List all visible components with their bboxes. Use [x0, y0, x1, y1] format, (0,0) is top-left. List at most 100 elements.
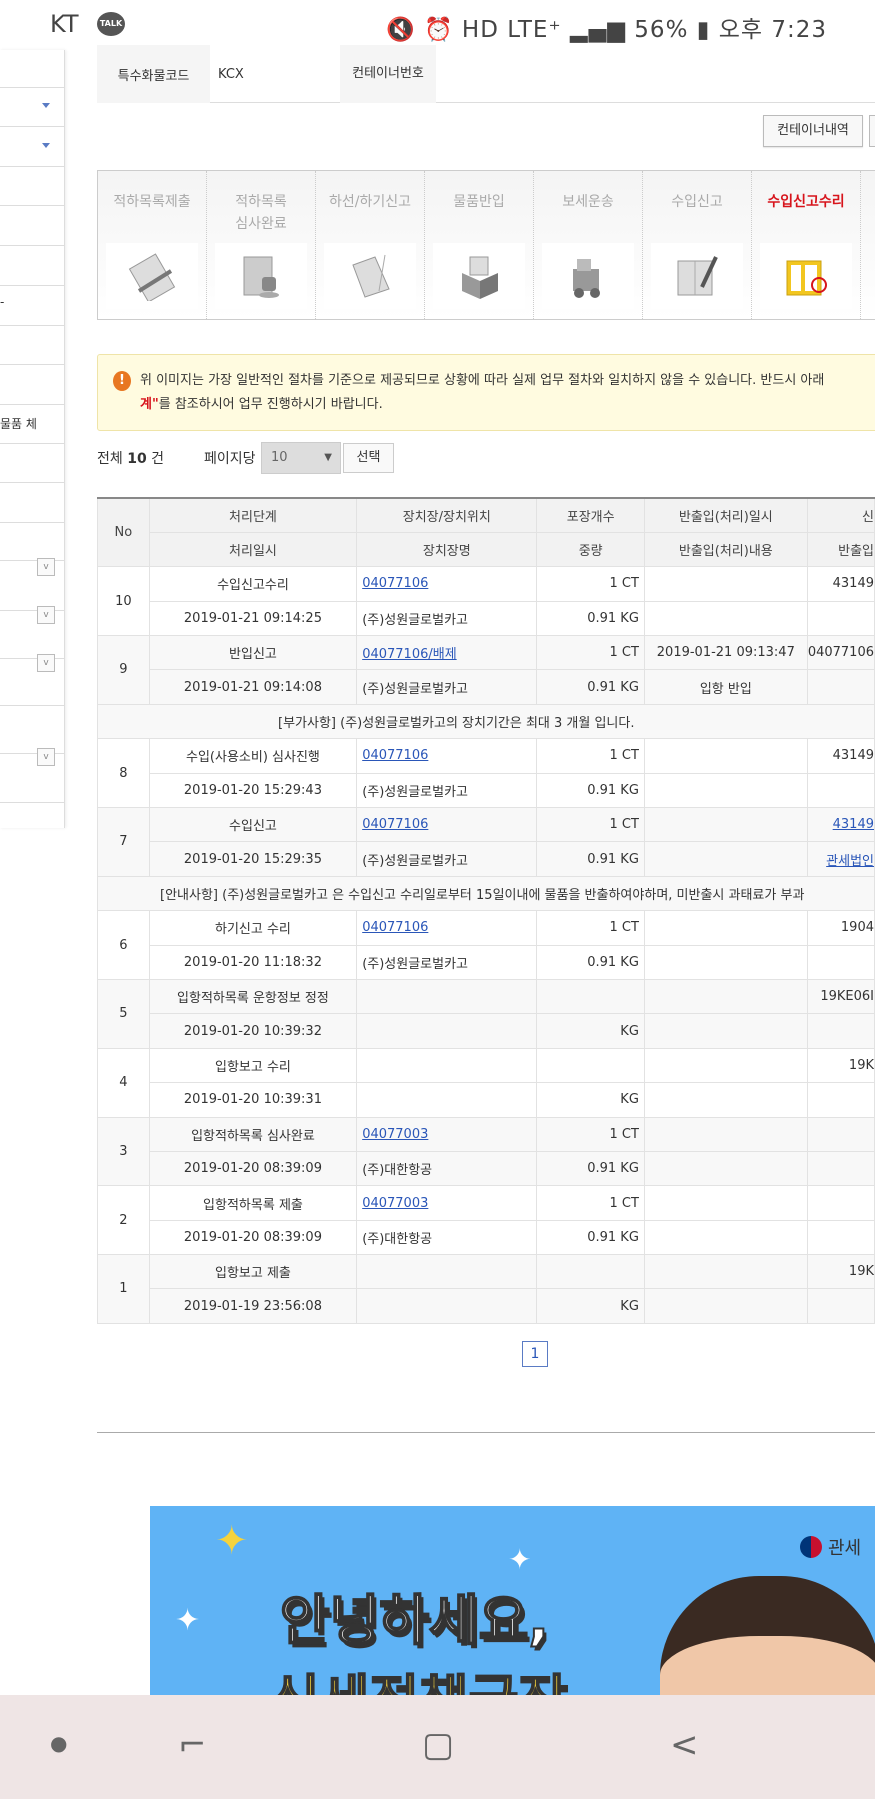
inout-cell [806, 772, 875, 809]
container-no-label: 컨테이너번호 [340, 45, 436, 103]
warehouse-cell [356, 1082, 538, 1118]
declaration-cell-link[interactable]: 43149 [832, 817, 874, 833]
packages-cell: 1 CT [536, 635, 645, 671]
dropdown-arrow-icon: ▼ [324, 452, 332, 463]
expand-select-icon[interactable]: v [37, 748, 55, 766]
inout-datetime-cell [643, 1116, 808, 1152]
weight-cell: 0.91 KG [536, 772, 645, 809]
recent-apps-icon[interactable]: ⌐ [178, 1725, 207, 1765]
dot-icon[interactable]: ● [50, 1731, 68, 1755]
sidebar-divider [0, 560, 65, 561]
status-bar: KT TALK 🔇 ⏰ HD LTE⁺ ▂▄▆ 56% ▮ 오후 7:23 [0, 0, 875, 50]
location-cell-link[interactable]: 04077003 [362, 1195, 429, 1211]
stage-cell: 수입신고수리 [148, 566, 358, 602]
location-cell-link[interactable]: 04077106 [362, 920, 429, 936]
table-row: 2019-01-20 11:18:32 (주)성원글로벌카고 0.91 KG [98, 944, 875, 980]
step-4[interactable]: 물품반입 [425, 171, 534, 319]
inout-datetime-cell [643, 807, 808, 843]
notice-box: ! 위 이미지는 가장 일반적인 절차를 기준으로 제공되므로 상황에 따라 실… [97, 354, 875, 431]
per-page-value: 10 [271, 450, 288, 465]
inout-cell-link[interactable]: 관세법인 [826, 853, 874, 869]
step-3[interactable]: 하선/하기신고 [316, 171, 425, 319]
caret-down-icon[interactable] [42, 103, 50, 108]
caret-down-icon[interactable] [42, 143, 50, 148]
step-6[interactable]: 수입신고 [643, 171, 752, 319]
inout-datetime-cell [643, 978, 808, 1015]
date-cell: 2019-01-20 11:18:32 [148, 944, 358, 980]
row-no: 4 [97, 1047, 150, 1118]
next-button-partial[interactable] [869, 115, 875, 147]
location-cell-link[interactable]: 04077106 [362, 817, 429, 833]
location-cell: 04077106 [356, 807, 538, 843]
inout-cell [806, 1150, 875, 1187]
inout-datetime-cell [643, 1047, 808, 1084]
packages-cell: 1 CT [536, 1116, 645, 1152]
table-row: 2019-01-21 09:14:25 (주)성원글로벌카고 0.91 KG [98, 600, 875, 637]
location-cell-link[interactable]: 04077106 [362, 748, 429, 764]
inout-datetime-cell: 2019-01-21 09:13:47 [643, 635, 808, 671]
date-cell: 2019-01-20 08:39:09 [148, 1219, 358, 1256]
step-label: 하선/하기신고 [329, 194, 411, 210]
note-row: [부가사항] (주)성원글로벌카고의 장치기간은 최대 3 개월 입니다. [97, 703, 875, 740]
notice-line-2: 계"를 참조하시어 업무 진행하시기 바랍니다. [140, 393, 383, 412]
col-weight: 중량 [536, 531, 645, 568]
location-cell-link[interactable]: 04077106 [362, 576, 429, 592]
total-suffix: 건 [151, 451, 165, 467]
step-label: 적하목록 심사완료 [235, 194, 287, 232]
select-button[interactable]: 선택 [343, 443, 394, 473]
exclamation-icon: ! [113, 371, 131, 391]
col-stage: 처리단계 [148, 497, 358, 533]
packages-cell [536, 978, 645, 1015]
location-cell-link[interactable]: 04077003 [362, 1126, 429, 1142]
expand-select-icon[interactable]: v [37, 558, 55, 576]
step-label: 수입신고수리 [767, 194, 845, 210]
page-1-button[interactable]: 1 [522, 1341, 548, 1367]
step-7[interactable]: 수입신고수리 [752, 171, 861, 319]
inout-cell [806, 600, 875, 637]
location-cell: 04077106/배제 [356, 635, 538, 671]
inout-cell [806, 1288, 875, 1324]
row-no: 2 [97, 1185, 150, 1256]
step-label: 보세운송 [562, 194, 614, 210]
home-icon[interactable]: ▢ [422, 1725, 455, 1765]
col-no: No [97, 497, 150, 568]
sidebar: v v v v 물품 체 - [0, 50, 65, 828]
table-row: 5 입항적하목록 운항정보 정정 19KE06I [97, 978, 875, 1049]
inout-content-cell [643, 1150, 808, 1187]
date-cell: 2019-01-19 23:56:08 [148, 1288, 358, 1324]
step-label: 수입신고 [671, 194, 723, 210]
total-number: 10 [127, 451, 147, 467]
table-row: 2019-01-20 10:39:31 KG [98, 1082, 875, 1118]
inout-content-cell [643, 944, 808, 980]
expand-select-icon[interactable]: v [37, 606, 55, 624]
sidebar-divider [0, 87, 65, 88]
inout-cell [806, 944, 875, 980]
expand-select-icon[interactable]: v [37, 654, 55, 672]
sidebar-item-label[interactable]: 물품 체 [0, 417, 37, 431]
stage-cell: 입항적하목록 운항정보 정정 [148, 978, 358, 1015]
notice-emphasis: 계" [140, 397, 159, 412]
location-cell-link[interactable]: 04077106/배제 [362, 647, 457, 663]
step-1[interactable]: 적하목록제출 [98, 171, 207, 319]
inout-cell [806, 1082, 875, 1118]
battery-icon: ▮ [696, 17, 711, 43]
location-cell [356, 1047, 538, 1084]
divider [97, 1432, 875, 1433]
container-history-button[interactable]: 컨테이너내역 [763, 115, 863, 147]
inout-content-cell [643, 1288, 808, 1324]
declaration-cell: 19KE06I [806, 978, 875, 1015]
stage-cell: 입항적하목록 심사완료 [148, 1116, 358, 1152]
back-icon[interactable]: < [670, 1725, 699, 1765]
step-5[interactable]: 보세운송 [534, 171, 643, 319]
date-cell: 2019-01-21 09:14:25 [148, 600, 358, 637]
declaration-cell: 43149 [806, 738, 875, 774]
col-inout-datetime: 반출입(처리)일시 [643, 497, 808, 533]
step-label: 적하목록제출 [113, 194, 191, 210]
stage-cell: 수입(사용소비) 심사진행 [148, 738, 358, 774]
packages-cell: 1 CT [536, 738, 645, 774]
per-page-select[interactable]: 10 ▼ [261, 442, 341, 474]
android-nav-bar: ● ⌐ ▢ < [0, 1695, 875, 1799]
table-row: 4 입항보고 수리 19K [97, 1047, 875, 1118]
promo-banner[interactable]: ✦ ✦ ✦ 관세 안녕하세요, 신세정책국장 [150, 1506, 875, 1706]
step-2[interactable]: 적하목록 심사완료 [207, 171, 316, 319]
